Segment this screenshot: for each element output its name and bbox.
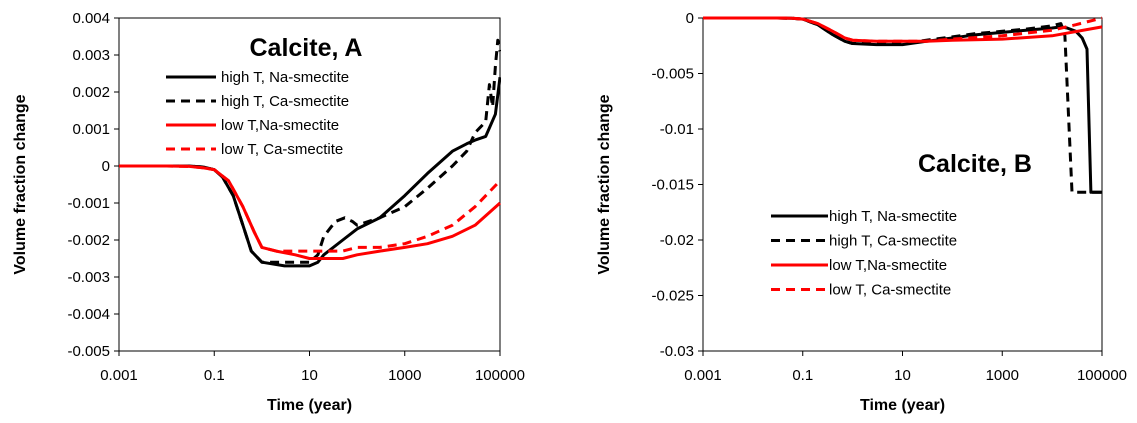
x-tick-label: 0.1 <box>792 367 813 384</box>
y-tick-label: 0.003 <box>72 47 110 64</box>
legend-label: low T, Ca-smectite <box>829 282 951 299</box>
y-tick-label: -0.01 <box>660 121 694 138</box>
legend-label: high T, Na-smectite <box>829 208 957 225</box>
legend-label: high T, Ca-smectite <box>829 233 957 250</box>
plot-frame <box>702 17 1103 352</box>
y-axis-title: Volume fraction change <box>596 94 613 274</box>
y-tick-label: -0.015 <box>651 177 694 194</box>
y-tick-label: -0.004 <box>67 306 110 323</box>
y-tick-label: -0.005 <box>651 66 694 83</box>
x-tick-label: 1000 <box>986 367 1019 384</box>
y-tick-label: -0.025 <box>651 288 694 305</box>
series-line-1 <box>119 38 501 264</box>
legend-label: low T,Na-smectite <box>829 257 947 274</box>
series-line-3 <box>119 164 501 253</box>
y-tick-label: -0.03 <box>660 343 694 360</box>
x-axis-title: Time (year) <box>267 397 352 414</box>
chart-panel-b: -0.03 -0.025 -0.02 -0.015 -0.01 -0.005 0 0.001 0… <box>596 10 1127 414</box>
series-line-3 <box>703 16 1103 43</box>
legend-label: low T,Na-smectite <box>221 117 339 134</box>
legend-label: low T, Ca-smectite <box>221 141 343 158</box>
y-tick-label: -0.001 <box>67 195 110 212</box>
y-tick-label: 0.001 <box>72 121 110 138</box>
y-tick-label: -0.005 <box>67 343 110 360</box>
y-tick-label: 0.004 <box>72 10 110 27</box>
x-tick-label: 100000 <box>1077 367 1127 384</box>
x-tick-label: 10 <box>894 367 911 384</box>
y-tick-label: 0 <box>102 158 110 175</box>
y-tick-label: -0.002 <box>67 232 110 249</box>
chart-panel-a: -0.005 -0.004 -0.003 -0.002 -0.001 0 0.001 0.00… <box>12 10 525 414</box>
y-tick-label: -0.02 <box>660 232 694 249</box>
plot-frame <box>118 17 501 352</box>
x-tick-label: 1000 <box>388 367 421 384</box>
legend-label: high T, Ca-smectite <box>221 93 349 110</box>
panel-title: Calcite, B <box>918 150 1032 178</box>
legend-label: high T, Na-smectite <box>221 69 349 86</box>
x-tick-label: 100000 <box>475 367 525 384</box>
x-axis-title: Time (year) <box>860 397 945 414</box>
y-axis-title: Volume fraction change <box>12 94 29 274</box>
x-tick-label: 10 <box>301 367 318 384</box>
y-tick-label: 0.002 <box>72 84 110 101</box>
y-tick-label: 0 <box>686 10 694 27</box>
x-tick-label: 0.1 <box>204 367 225 384</box>
x-tick-label: 0.001 <box>684 367 722 384</box>
y-tick-label: -0.003 <box>67 269 110 286</box>
series-line-0 <box>703 16 1102 194</box>
x-tick-label: 0.001 <box>100 367 138 384</box>
panel-title: Calcite, A <box>249 34 362 62</box>
series-line-2 <box>119 164 501 260</box>
